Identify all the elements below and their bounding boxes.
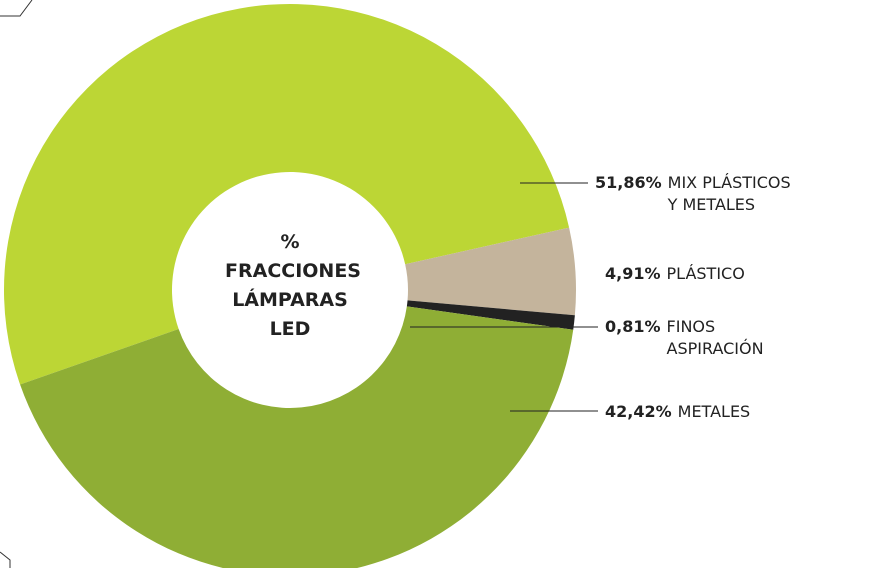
donut-slice bbox=[4, 4, 570, 385]
donut-slice bbox=[405, 227, 576, 316]
slice-label: 42,42% METALES bbox=[605, 401, 750, 423]
category-label: METALES bbox=[677, 402, 751, 421]
value-label: 42,42% bbox=[605, 402, 672, 421]
value-label: 51,86% bbox=[595, 173, 662, 192]
value-label: 0,81% bbox=[605, 317, 661, 336]
corner-decoration bbox=[0, 0, 33, 17]
value-label: 4,91% bbox=[605, 264, 661, 283]
corner-decoration bbox=[0, 551, 11, 568]
category-label: PLÁSTICO bbox=[666, 264, 745, 283]
slice-label: 51,86% MIX PLÁSTICOS Y METALES bbox=[595, 172, 798, 216]
slice-label: 4,91% PLÁSTICO bbox=[605, 263, 745, 285]
chart-title: % FRACCIONES LÁMPARAS LED bbox=[225, 231, 361, 340]
donut-slice bbox=[20, 306, 574, 568]
slice-label: 0,81% FINOS ASPIRACIÓN bbox=[605, 316, 764, 360]
donut-slice bbox=[406, 300, 575, 330]
category-label: MIX PLÁSTICOS Y METALES bbox=[667, 173, 791, 214]
category-label: FINOS ASPIRACIÓN bbox=[666, 317, 764, 358]
